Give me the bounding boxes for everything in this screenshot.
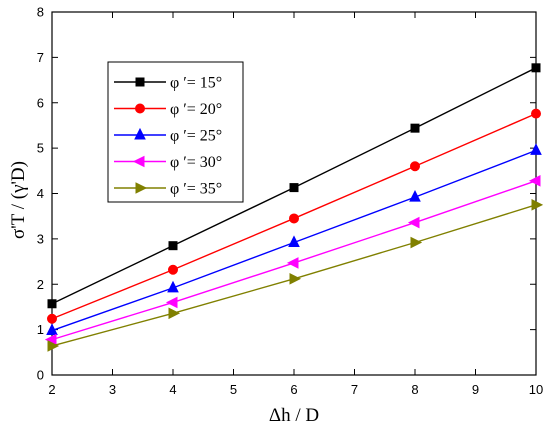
data-point [288, 235, 300, 248]
data-point [410, 236, 423, 249]
data-point [289, 272, 302, 285]
legend-label: φ ′= 15° [170, 75, 222, 92]
data-point [289, 183, 299, 193]
y-tick-label: 3 [37, 231, 44, 246]
data-point [531, 63, 541, 73]
legend: φ ′= 15° φ ′= 20° φ ′= 25° φ ′= 30° φ ′= 35° [107, 61, 244, 203]
series-1 [47, 108, 541, 324]
data-point [410, 161, 420, 172]
series-layer [44, 63, 544, 352]
data-point [165, 296, 178, 309]
data-point [47, 299, 57, 309]
y-tick-label: 4 [37, 186, 44, 201]
y-tick-label: 8 [37, 5, 44, 20]
x-tick-label: 9 [472, 382, 479, 397]
legend-marker [135, 77, 145, 87]
legend-marker [134, 127, 146, 140]
data-point [410, 123, 420, 133]
legend-label: φ ′= 35° [170, 181, 222, 198]
data-point [289, 213, 299, 224]
series-4 [47, 199, 544, 352]
y-tick-label: 6 [37, 95, 44, 110]
legend-label: φ ′= 20° [170, 101, 222, 118]
series-0 [47, 63, 541, 309]
data-point [47, 313, 57, 324]
legend-box [107, 61, 244, 203]
y-tick-label: 2 [37, 277, 44, 292]
data-point [531, 199, 544, 211]
x-axis-ticks: 2 3 4 5 6 7 8 9 10 [48, 12, 543, 397]
data-point [168, 307, 181, 320]
legend-marker [135, 182, 148, 194]
data-point [168, 241, 178, 251]
x-tick-label: 5 [230, 382, 237, 397]
data-point [46, 323, 58, 336]
data-point [168, 264, 178, 275]
legend-marker [135, 103, 145, 114]
y-tick-label: 7 [37, 50, 44, 65]
y-tick-label: 1 [37, 322, 44, 337]
legend-label: φ ′= 30° [170, 154, 222, 171]
x-tick-label: 7 [351, 382, 358, 397]
x-tick-label: 8 [411, 382, 418, 397]
data-point [530, 143, 542, 155]
data-point [407, 216, 420, 229]
y-axis-ticks: 0 1 2 3 4 5 6 7 8 [37, 5, 536, 383]
x-tick-label: 10 [529, 382, 543, 397]
data-point [286, 257, 299, 269]
data-point [528, 174, 541, 187]
legend-marker [132, 155, 145, 168]
y-tick-label: 0 [37, 368, 44, 383]
y-tick-label: 5 [37, 141, 44, 156]
series-2 [46, 143, 542, 336]
data-point [409, 190, 421, 202]
series-3 [44, 174, 541, 346]
data-point [167, 280, 179, 293]
legend-label: φ ′= 25° [170, 128, 222, 145]
x-tick-label: 6 [290, 382, 297, 397]
x-tick-label: 3 [109, 382, 116, 397]
x-tick-label: 2 [48, 382, 55, 397]
x-tick-label: 4 [169, 382, 176, 397]
y-axis-title: σ'T / (γ'D) [8, 161, 29, 239]
data-point [531, 108, 541, 119]
x-axis-title: Δh / D [269, 405, 319, 426]
data-point [47, 340, 60, 352]
